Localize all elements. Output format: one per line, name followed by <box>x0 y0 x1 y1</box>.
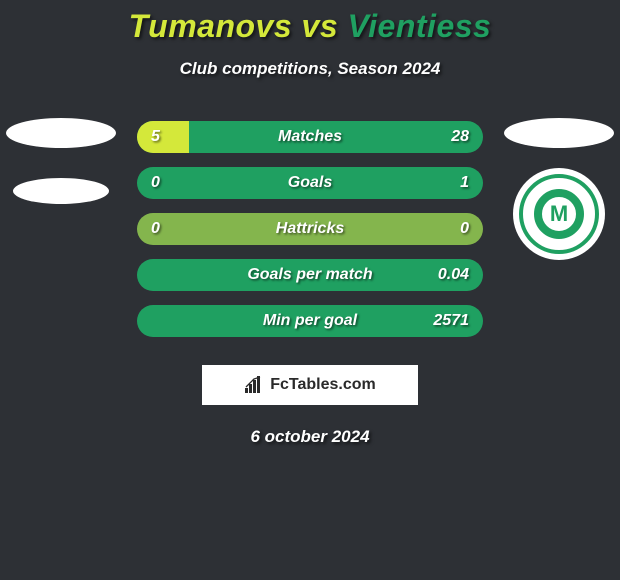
stat-label: Matches <box>278 128 342 146</box>
page-title: Tumanovs vs Vientiess <box>0 8 620 45</box>
team1-badge-2 <box>13 178 109 204</box>
stat-label: Goals <box>288 174 332 192</box>
subtitle: Club competitions, Season 2024 <box>0 59 620 79</box>
team2-badge-circle: M <box>513 168 605 260</box>
vs-label: vs <box>302 8 339 44</box>
left-team-badges <box>6 118 116 204</box>
date-label: 6 october 2024 <box>0 427 620 447</box>
brand-text: FcTables.com <box>270 376 376 394</box>
comparison-card: Tumanovs vs Vientiess Club competitions,… <box>0 0 620 447</box>
stat-value-left: 0 <box>151 174 160 192</box>
bar-left <box>137 121 189 153</box>
stat-value-left: 5 <box>151 128 160 146</box>
stat-row: 5 Matches 28 <box>137 121 483 153</box>
team1-badge-1 <box>6 118 116 148</box>
stat-value-right: 0 <box>460 220 469 238</box>
stat-row: Goals per match 0.04 <box>137 259 483 291</box>
stat-value-right: 28 <box>451 128 469 146</box>
team2-badge-1 <box>504 118 614 148</box>
stat-value-right: 1 <box>460 174 469 192</box>
stat-value-left: 0 <box>151 220 160 238</box>
stat-label: Goals per match <box>247 266 372 284</box>
right-team-badges: M <box>504 118 614 260</box>
badge-letter: M <box>550 201 568 227</box>
brand-footer: FcTables.com <box>202 365 418 405</box>
stat-label: Hattricks <box>276 220 344 238</box>
stat-row: 0 Goals 1 <box>137 167 483 199</box>
stat-value-right: 2571 <box>433 312 469 330</box>
bars-icon <box>244 376 266 394</box>
stat-row: Min per goal 2571 <box>137 305 483 337</box>
stat-row: 0 Hattricks 0 <box>137 213 483 245</box>
player2-name: Vientiess <box>348 8 492 44</box>
badge-inner: M <box>534 189 584 239</box>
stat-label: Min per goal <box>263 312 357 330</box>
stat-value-right: 0.04 <box>438 266 469 284</box>
player1-name: Tumanovs <box>129 8 292 44</box>
